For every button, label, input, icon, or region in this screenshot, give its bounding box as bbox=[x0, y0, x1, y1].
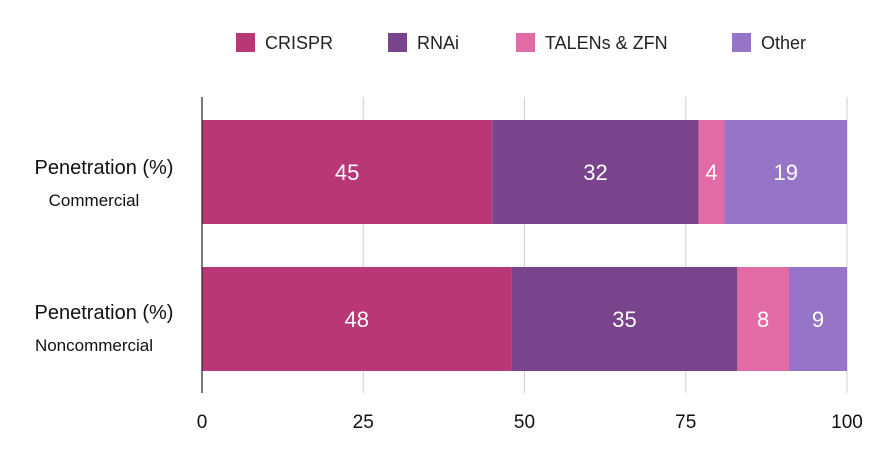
data-label: 9 bbox=[812, 307, 824, 332]
legend-label: CRISPR bbox=[265, 33, 333, 53]
legend-swatch bbox=[732, 33, 751, 52]
legend-swatch bbox=[236, 33, 255, 52]
category-label: Penetration (%) bbox=[35, 302, 174, 324]
bar-segment-talens-zfn bbox=[737, 267, 789, 371]
x-tick-label: 100 bbox=[831, 412, 863, 433]
category-label: Penetration (%) bbox=[35, 157, 174, 179]
data-label: 48 bbox=[345, 307, 369, 332]
legend-label: Other bbox=[761, 33, 806, 53]
data-label: 19 bbox=[773, 160, 797, 185]
data-label: 4 bbox=[705, 160, 717, 185]
bar-segment-crispr bbox=[202, 267, 512, 371]
bars: 45 32 4 19 48 35 8 9 bbox=[202, 120, 847, 371]
category-labels: Penetration (%) Commercial Penetration (%)… bbox=[35, 157, 174, 355]
category-sublabel: Noncommercial bbox=[35, 336, 153, 355]
legend-swatch bbox=[388, 33, 407, 52]
data-label: 8 bbox=[757, 307, 769, 332]
legend-swatch bbox=[516, 33, 535, 52]
legend-label: TALENs & ZFN bbox=[545, 33, 668, 53]
bar-segment-other bbox=[724, 120, 847, 224]
category-sublabel: Commercial bbox=[49, 191, 140, 210]
legend-label: RNAi bbox=[417, 33, 459, 53]
x-tick-label: 50 bbox=[514, 412, 535, 433]
bar-segment-crispr bbox=[202, 120, 493, 224]
bar-segment-rnai bbox=[492, 120, 699, 224]
bar-segment-talens-zfn bbox=[698, 120, 725, 224]
data-label: 35 bbox=[612, 307, 636, 332]
data-label: 32 bbox=[583, 160, 607, 185]
legend: CRISPR RNAi TALENs & ZFN Other bbox=[236, 33, 806, 53]
x-tick-label: 75 bbox=[675, 412, 696, 433]
x-tick-label: 0 bbox=[197, 412, 208, 433]
bar-segment-rnai bbox=[511, 267, 738, 371]
data-label: 45 bbox=[335, 160, 359, 185]
bar-segment-other bbox=[788, 267, 847, 371]
x-axis: 0 25 50 75 100 bbox=[197, 97, 863, 433]
x-tick-label: 25 bbox=[353, 412, 374, 433]
